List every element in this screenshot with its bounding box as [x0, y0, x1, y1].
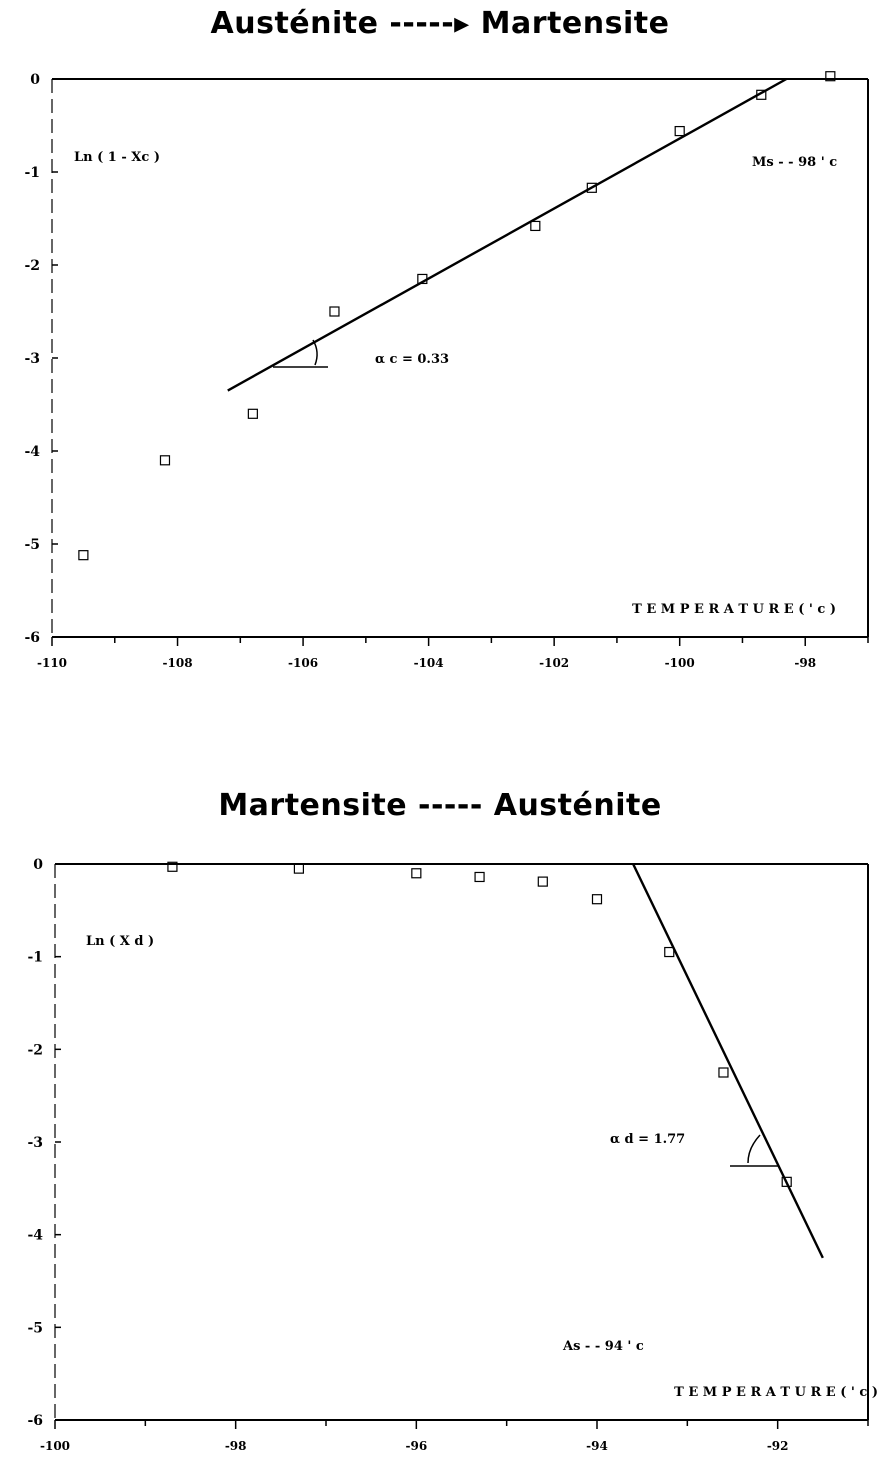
- chart1-data-point: [417, 273, 428, 285]
- chart2-data-point: [591, 894, 603, 905]
- chart2-y-tick-label: -5: [27, 1320, 43, 1336]
- chart1-data-point: [586, 182, 597, 193]
- chart2-data-point: [474, 871, 485, 883]
- chart1-y-tick-label: -4: [24, 444, 40, 460]
- chart1-x-axis-label: T E M P E R A T U R E ( ' c ): [632, 602, 836, 617]
- chart2-angle-arc: [747, 1134, 761, 1164]
- chart2-fit-line: [632, 863, 824, 1259]
- chart1-x-tick-label: -98: [794, 656, 816, 670]
- chart1-y-axis-label: Ln ( 1 - Xc ): [74, 150, 160, 165]
- chart2-y-tick-label: 0: [33, 857, 43, 873]
- chart1-y-tick-label: 0: [30, 72, 40, 88]
- chart1-transition-temp-label: Ms - - 98 ' c: [752, 155, 837, 170]
- chart1-title: Austénite -----▸ Martensite: [210, 6, 670, 41]
- chart2-data-point: [293, 863, 304, 874]
- chart1-data-point: [756, 89, 767, 100]
- chart2-x-tick-label: -96: [405, 1439, 427, 1453]
- chart2-y-tick-label: -6: [27, 1413, 43, 1429]
- chart1-alpha-label: α c = 0.33: [375, 352, 449, 367]
- chart1-data-point: [329, 306, 340, 317]
- chart2-transition-temp-label: As - - 94 ' c: [562, 1339, 644, 1354]
- chart1-x-tick-label: -106: [288, 656, 318, 670]
- chart2-data-point: [411, 868, 422, 879]
- chart1-y-tick-label: -5: [24, 537, 40, 553]
- chart1-y-tick-label: -2: [24, 258, 40, 274]
- chart1-data-point: [159, 455, 171, 466]
- chart1-y-tick-label: -1: [24, 165, 40, 181]
- chart2-data-point: [781, 1176, 792, 1187]
- chart1-y-tick-label: -3: [24, 351, 40, 367]
- chart2-data-point: [537, 876, 548, 887]
- chart1-data-point: [674, 125, 685, 137]
- chart2-alpha-label: α d = 1.77: [610, 1132, 685, 1147]
- chart2-x-tick-label: -98: [225, 1439, 247, 1453]
- chart2-x-tick-label: -94: [586, 1439, 608, 1453]
- chart1-y-tick-label: -6: [24, 630, 40, 646]
- chart1-x-tick-label: -108: [163, 656, 193, 670]
- chart2-y-tick-label: -4: [27, 1228, 43, 1244]
- chart2-y-tick-label: -1: [27, 950, 43, 966]
- chart2-title: Martensite ----- Austénite: [218, 788, 662, 823]
- chart1-x-tick-label: -110: [37, 656, 67, 670]
- chart2-y-tick-label: -2: [27, 1042, 43, 1058]
- chart2-x-tick-label: -100: [40, 1439, 70, 1453]
- chart1-x-tick-label: -104: [414, 656, 444, 670]
- chart1-fit-line: [227, 77, 787, 392]
- chart1-data-point: [247, 408, 258, 419]
- chart2-data-point: [167, 861, 178, 872]
- chart1-svg: -110 -108 -106 -104 -102 -100 -98 0 -1 -2 -3 -4 -5 -6…: [24, 71, 869, 670]
- chart1-x-tick-label: -102: [539, 656, 569, 670]
- chart1-data-point: [825, 71, 836, 82]
- chart2-data-point: [664, 946, 675, 958]
- chart1-x-tick-label: -100: [665, 656, 695, 670]
- chart2-x-axis-label: T E M P E R A T U R E ( ' c ): [674, 1385, 878, 1400]
- chart2-x-tick-label: -92: [767, 1439, 789, 1453]
- chart1-data-point: [78, 550, 89, 561]
- chart2-y-tick-label: -3: [27, 1135, 43, 1151]
- chart1-data-point: [530, 220, 541, 232]
- chart2-data-point: [718, 1067, 729, 1078]
- chart2-y-axis-label: Ln ( X d ): [86, 934, 154, 949]
- chart1-angle-arc: [312, 339, 318, 366]
